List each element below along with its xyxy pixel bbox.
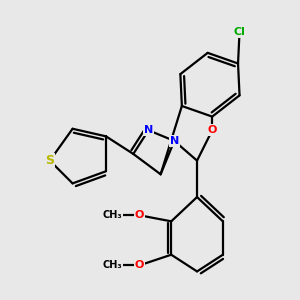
Text: CH₃: CH₃ bbox=[102, 260, 122, 270]
Text: N: N bbox=[170, 136, 179, 146]
Text: O: O bbox=[208, 125, 217, 135]
Text: S: S bbox=[45, 154, 54, 167]
Text: N: N bbox=[144, 125, 153, 135]
Text: Cl: Cl bbox=[234, 27, 245, 37]
Text: CH₃: CH₃ bbox=[102, 210, 122, 220]
Text: O: O bbox=[135, 210, 144, 220]
Text: O: O bbox=[135, 260, 144, 270]
